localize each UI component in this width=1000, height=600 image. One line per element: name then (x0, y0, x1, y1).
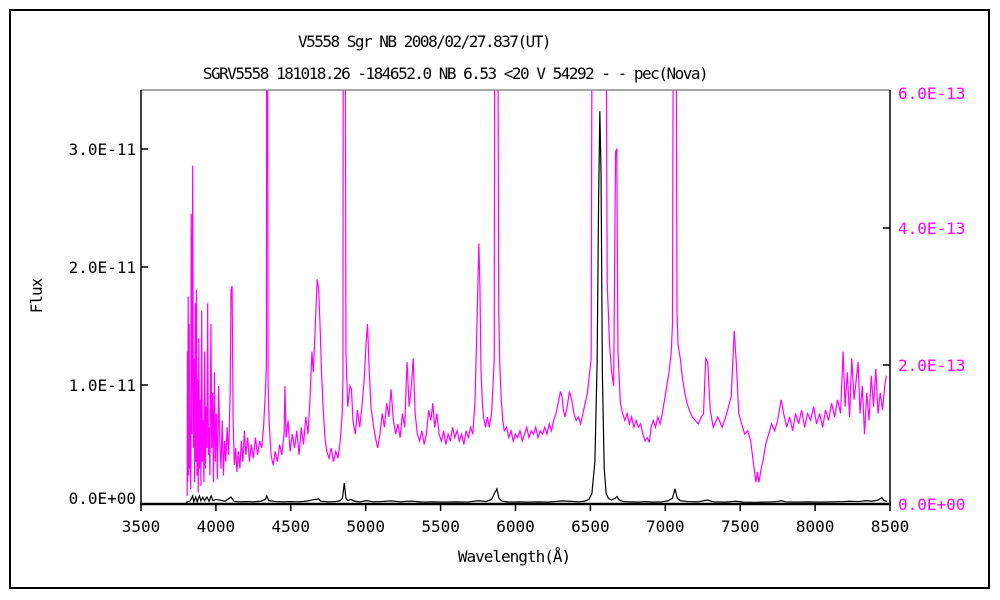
y-axis-title: Flux (27, 277, 46, 313)
yr-tick-2: 4.0E-13 (898, 219, 965, 238)
x-axis-title: Wavelength(Å) (458, 547, 570, 566)
yl-tick-1: 1.0E-11 (69, 376, 136, 395)
x-tick-4000: 4000 (197, 517, 236, 536)
x-tick-6500: 6500 (571, 517, 610, 536)
x-tick-5500: 5500 (421, 517, 460, 536)
chart-subtitle: SGRV5558 181018.26 -184652.0 NB 6.53 <20… (203, 64, 707, 83)
spectrum-left-black (185, 111, 888, 504)
x-tick-7000: 7000 (646, 517, 685, 536)
yl-tick-2: 2.0E-11 (69, 258, 136, 277)
x-tick-6000: 6000 (496, 517, 535, 536)
yl-tick-0: 0.0E+00 (69, 489, 136, 508)
yr-tick-0: 0.0E+00 (898, 495, 965, 514)
x-tick-8000: 8000 (796, 517, 835, 536)
yr-tick-1: 2.0E-13 (898, 356, 965, 375)
x-tick-8500: 8500 (871, 517, 910, 536)
plot-area (185, 90, 888, 504)
x-tick-5000: 5000 (346, 517, 385, 536)
yr-tick-3: 6.0E-13 (898, 84, 965, 103)
x-tick-3500: 3500 (122, 517, 161, 536)
x-tick-4500: 4500 (272, 517, 311, 536)
x-tick-7500: 7500 (721, 517, 760, 536)
spectrum-right-magenta (186, 90, 887, 497)
x-axis-ticks (140, 505, 891, 511)
outer-border (9, 9, 990, 589)
right-axis-ticks (883, 227, 890, 366)
left-axis-ticks (141, 148, 148, 386)
chart-title: V5558 Sgr NB 2008/02/27.837(UT) (298, 32, 550, 51)
yl-tick-3: 3.0E-11 (69, 140, 136, 159)
